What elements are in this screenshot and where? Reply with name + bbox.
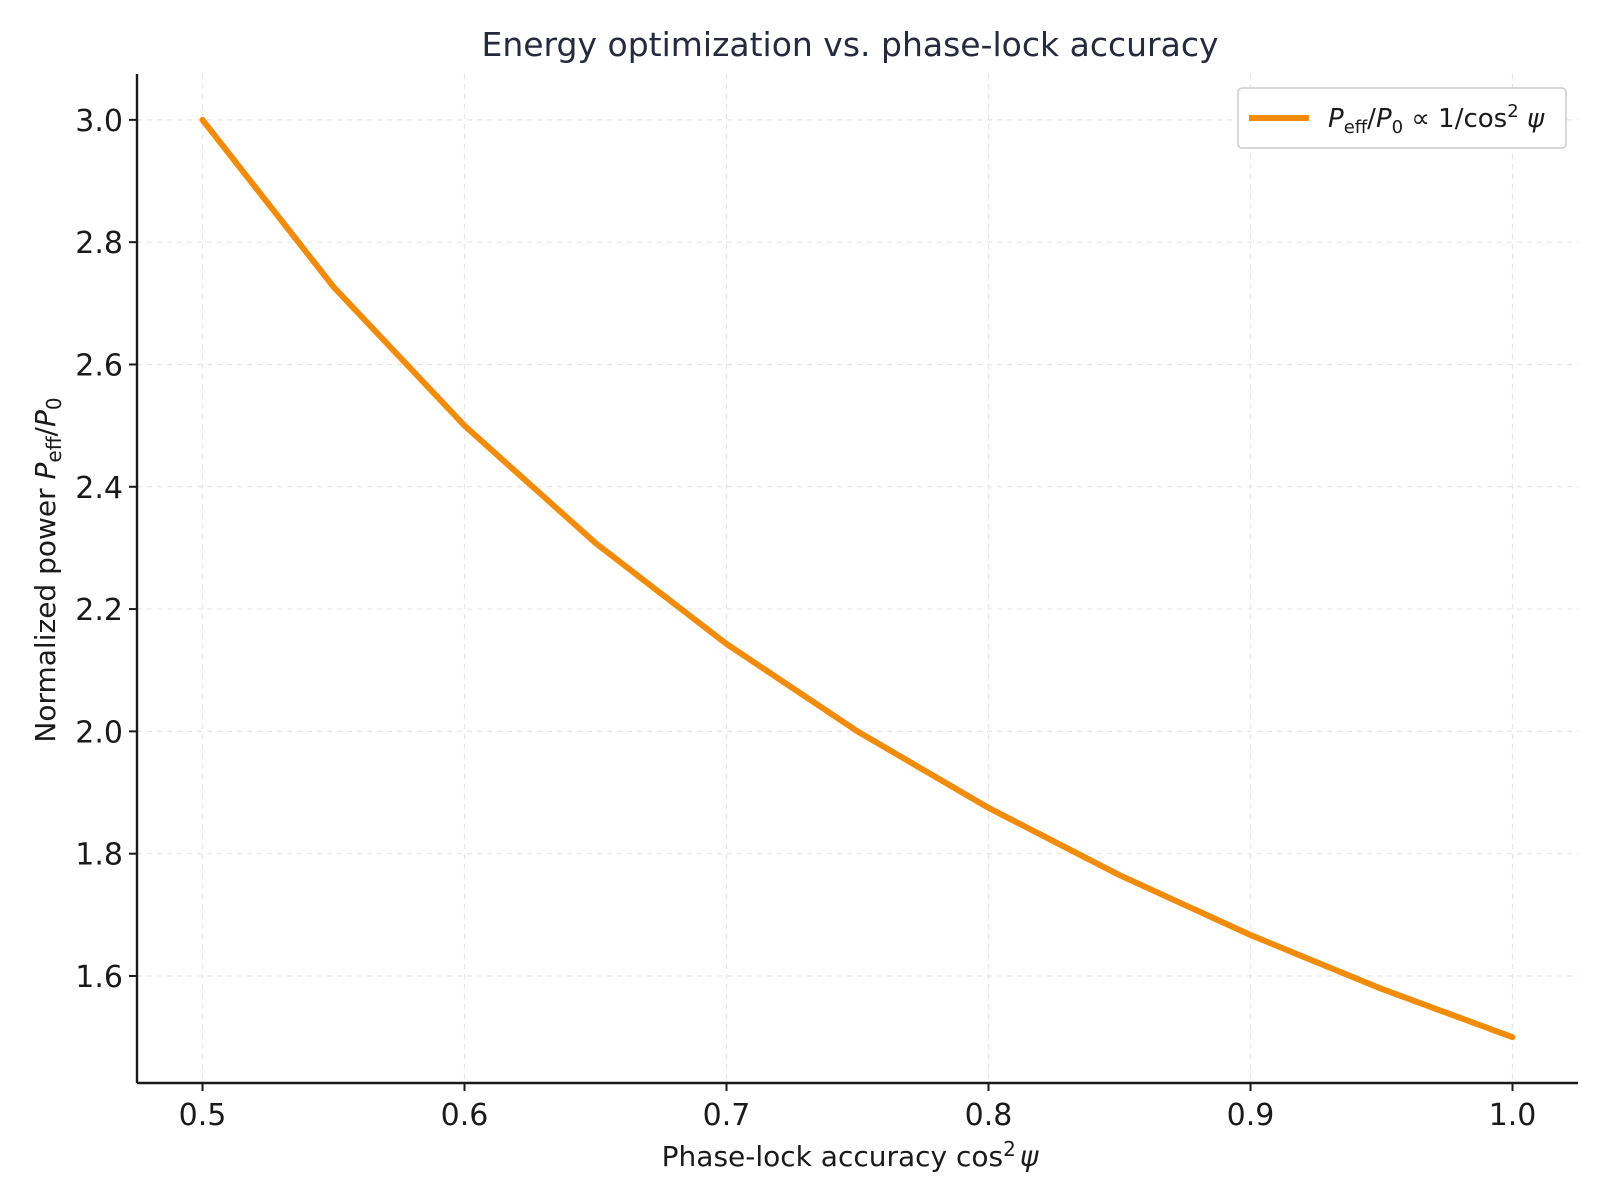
chart-title: Energy optimization vs. phase-lock accur… [481,25,1218,64]
x-tick-label: 0.8 [965,1098,1013,1133]
axes [135,74,1578,1085]
y-tick-label: 2.0 [75,715,123,750]
x-tick-label: 1.0 [1489,1098,1537,1133]
y-tick-label: 2.2 [75,593,123,628]
series-layer [199,116,1516,1041]
y-ticks: 1.6 1.8 2.0 2.2 2.4 2.6 2.8 3.0 [75,104,137,995]
y-tick-label: 2.8 [75,226,123,261]
y-tick-label: 2.4 [75,471,123,506]
legend: Peff/P0 ∝ 1/cos2 ψ [1237,87,1567,149]
y-tick-label: 1.6 [75,960,123,995]
y-tick-label: 2.6 [75,348,123,383]
grid [137,74,1578,1083]
x-axis-label: Phase-lock accuracy cos2 ψ [662,1137,1039,1173]
legend-label: Peff/P0 ∝ 1/cos2 ψ [1328,101,1545,138]
legend-box [1237,87,1567,149]
y-axis-label: Normalized power Peff/P0 [29,397,66,742]
y-tick-label: 3.0 [75,104,123,139]
series-line [199,116,1516,1041]
x-ticks: 0.5 0.6 0.7 0.8 0.9 1.0 [179,1083,1537,1133]
x-tick-label: 0.7 [703,1098,751,1133]
x-tick-label: 0.9 [1227,1098,1275,1133]
x-tick-label: 0.6 [441,1098,489,1133]
y-tick-label: 1.8 [75,838,123,873]
x-tick-label: 0.5 [179,1098,227,1133]
